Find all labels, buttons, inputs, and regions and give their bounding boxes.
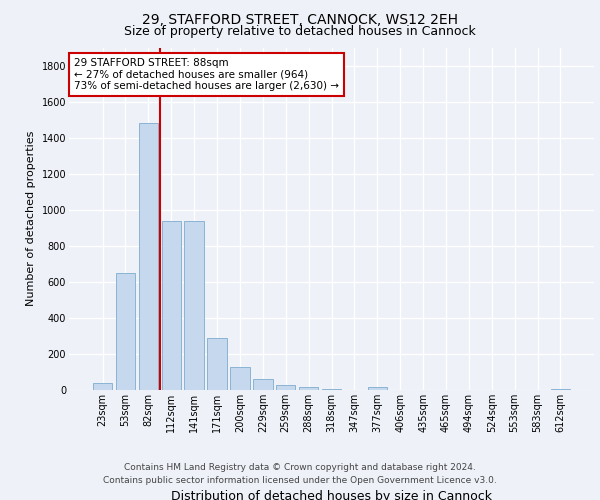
- Text: 29, STAFFORD STREET, CANNOCK, WS12 2EH: 29, STAFFORD STREET, CANNOCK, WS12 2EH: [142, 12, 458, 26]
- Bar: [208, 338, 227, 390]
- Bar: [230, 368, 250, 390]
- Bar: [299, 388, 319, 390]
- X-axis label: Distribution of detached houses by size in Cannock: Distribution of detached houses by size …: [171, 490, 492, 500]
- Text: Contains public sector information licensed under the Open Government Licence v3: Contains public sector information licen…: [103, 476, 497, 485]
- Bar: [116, 273, 135, 390]
- Bar: [139, 123, 158, 390]
- Bar: [276, 386, 295, 390]
- Bar: [161, 222, 181, 390]
- Text: Size of property relative to detached houses in Cannock: Size of property relative to detached ho…: [124, 25, 476, 38]
- Bar: [322, 389, 341, 390]
- Bar: [93, 383, 112, 390]
- Bar: [368, 388, 387, 390]
- Text: Contains HM Land Registry data © Crown copyright and database right 2024.: Contains HM Land Registry data © Crown c…: [124, 464, 476, 472]
- Bar: [184, 220, 204, 390]
- Y-axis label: Number of detached properties: Number of detached properties: [26, 131, 36, 306]
- Text: 29 STAFFORD STREET: 88sqm
← 27% of detached houses are smaller (964)
73% of semi: 29 STAFFORD STREET: 88sqm ← 27% of detac…: [74, 58, 339, 91]
- Bar: [253, 379, 272, 390]
- Bar: [551, 389, 570, 390]
